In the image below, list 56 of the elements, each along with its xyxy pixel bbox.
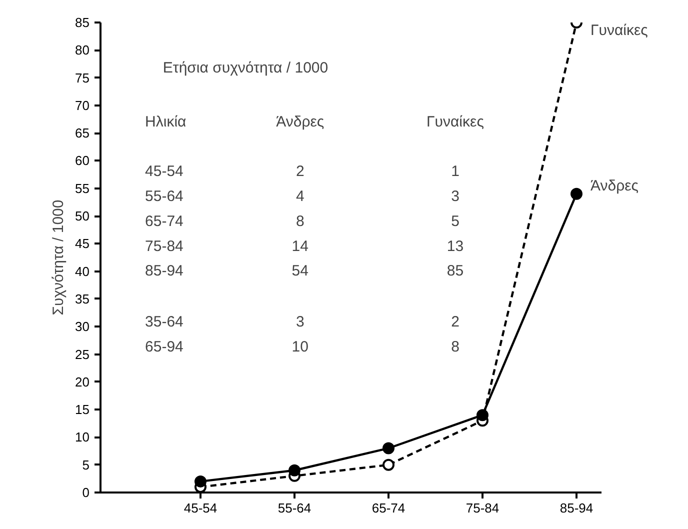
x-tick-label: 65-74 xyxy=(372,500,406,516)
y-tick-label: 30 xyxy=(75,319,90,334)
annotation: 85 xyxy=(446,262,464,280)
annotation: 75-84 xyxy=(145,238,184,255)
x-tick-label: 75-84 xyxy=(466,500,500,516)
y-tick-label: 45 xyxy=(75,236,90,252)
y-tick-label: 10 xyxy=(75,430,90,445)
annotation: 5 xyxy=(451,212,460,230)
annotation: 8 xyxy=(451,338,460,356)
y-tick-label: 55 xyxy=(75,180,90,196)
annotation: 45-54 xyxy=(145,163,184,180)
y-tick-label: 35 xyxy=(75,291,90,306)
y-tick-label: 5 xyxy=(82,457,90,472)
point xyxy=(288,464,300,476)
y-tick-label: 65 xyxy=(75,126,90,141)
annotation: 4 xyxy=(296,188,304,206)
x-tick-label: 45-54 xyxy=(184,500,218,516)
x-tick-label: 85-94 xyxy=(560,500,594,516)
y-tick-label: 60 xyxy=(75,153,90,168)
y-tick-label: 80 xyxy=(75,42,90,58)
annotation: 85-94 xyxy=(145,262,184,280)
y-tick-label: 15 xyxy=(75,402,90,418)
y-tick-label: 70 xyxy=(75,98,90,113)
annotation: 54 xyxy=(292,262,308,280)
y-tick-label: 50 xyxy=(75,208,90,224)
annotation: Άνδρες xyxy=(276,114,324,131)
annotation: 3 xyxy=(451,188,460,206)
annotation: 10 xyxy=(292,338,308,356)
annotation: Γυναίκες xyxy=(426,114,484,131)
y-tick-label: 0 xyxy=(82,485,90,500)
point xyxy=(194,475,206,488)
annotation: Ετήσια συχνότητα / 1000 xyxy=(162,59,328,76)
y-tick-label: 25 xyxy=(75,346,90,362)
x-tick-label: 55-64 xyxy=(278,500,312,516)
annotation: 65-94 xyxy=(145,338,184,356)
point xyxy=(382,442,394,454)
y-tick-label: 85 xyxy=(75,15,90,30)
annotation: 14 xyxy=(292,238,308,255)
annotation: 3 xyxy=(296,314,304,331)
series-label: Άνδρες xyxy=(590,177,639,194)
annotation: 1 xyxy=(451,163,460,180)
annotation: 2 xyxy=(451,314,460,331)
point xyxy=(382,458,394,471)
y-axis-title: Συχνότητα / 1000 xyxy=(50,200,68,316)
annotation: 65-74 xyxy=(145,212,184,230)
annotation: Ηλικία xyxy=(145,114,187,131)
y-tick-label: 40 xyxy=(75,264,90,279)
y-tick-label: 75 xyxy=(75,70,90,86)
y-tick-label: 20 xyxy=(75,374,90,390)
annotation: 55-64 xyxy=(145,188,184,206)
annotation: 35-64 xyxy=(145,314,184,331)
annotation: 2 xyxy=(296,163,304,180)
annotation: 13 xyxy=(446,238,464,255)
annotation: 8 xyxy=(296,212,304,230)
point xyxy=(476,409,488,422)
series-label: Γυναίκες xyxy=(590,22,648,39)
